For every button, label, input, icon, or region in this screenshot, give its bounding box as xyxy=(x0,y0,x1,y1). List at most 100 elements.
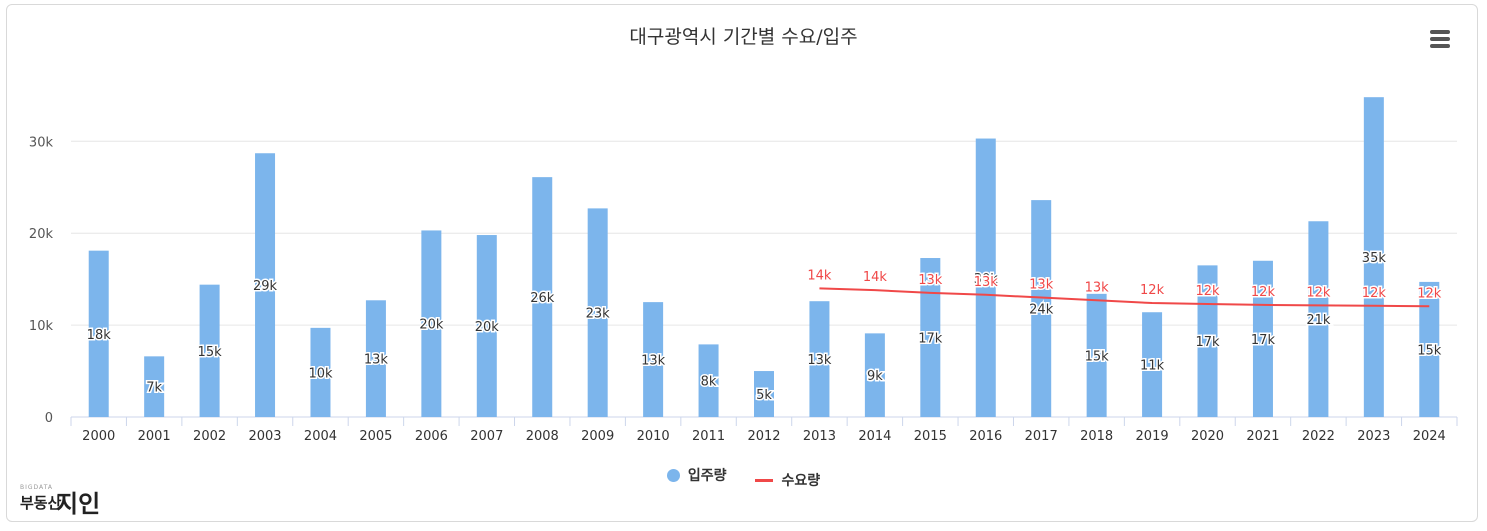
bar xyxy=(199,284,220,417)
line-data-label: 12k xyxy=(1362,286,1387,301)
x-tick-label: 2008 xyxy=(526,429,559,444)
legend: 입주량 수요량 xyxy=(0,465,1487,490)
hamburger-menu-icon[interactable] xyxy=(1430,30,1456,52)
legend-line-icon xyxy=(755,478,774,482)
bar xyxy=(1086,293,1107,417)
legend-label: 입주량 xyxy=(687,468,727,484)
line-data-label: 13k xyxy=(1029,278,1054,293)
x-tick-label: 2019 xyxy=(1136,429,1169,444)
bar-data-label: 15k xyxy=(198,345,223,360)
bar xyxy=(365,300,386,417)
bar xyxy=(255,153,276,417)
bar-data-label: 13k xyxy=(364,353,389,368)
bar-data-label: 15k xyxy=(1417,343,1442,358)
legend-circle-icon xyxy=(666,468,680,482)
x-tick-label: 2009 xyxy=(581,429,614,444)
bar xyxy=(421,230,442,417)
bar-data-label: 13k xyxy=(807,353,832,368)
x-tick-label: 2014 xyxy=(858,429,891,444)
line-data-label: 14k xyxy=(807,268,832,283)
x-tick-label: 2000 xyxy=(82,429,115,444)
chart-container xyxy=(6,4,1478,522)
x-tick-label: 2022 xyxy=(1302,429,1335,444)
bar-data-label: 30k xyxy=(974,272,999,287)
x-tick-label: 2024 xyxy=(1413,429,1446,444)
bar-data-label: 17k xyxy=(1195,335,1220,350)
bar-data-label: 11k xyxy=(1140,359,1165,374)
x-tick-label: 2003 xyxy=(248,429,281,444)
bar xyxy=(144,356,165,417)
x-tick-label: 2002 xyxy=(193,429,226,444)
bar-data-label: 24k xyxy=(1029,303,1054,318)
bar xyxy=(1142,312,1163,417)
bar-data-label: 8k xyxy=(701,375,717,390)
y-tick-label: 0 xyxy=(45,411,53,426)
bar xyxy=(920,258,941,417)
bar xyxy=(1308,221,1329,417)
bar-data-label: 18k xyxy=(87,328,112,343)
y-tick-label: 20k xyxy=(29,227,54,242)
bar-data-label: 20k xyxy=(419,318,444,333)
x-tick-label: 2001 xyxy=(138,429,171,444)
line-data-label: 14k xyxy=(863,270,888,285)
bar-data-label: 17k xyxy=(1251,333,1276,348)
bar-data-label: 15k xyxy=(1085,349,1110,364)
x-tick-label: 2021 xyxy=(1246,429,1279,444)
bar xyxy=(88,250,109,417)
bar-data-label: 29k xyxy=(253,279,278,294)
bar-data-label: 17k xyxy=(918,332,943,347)
line-data-label: 12k xyxy=(1140,283,1165,298)
bar xyxy=(809,301,830,417)
line-data-label: 12k xyxy=(1195,284,1220,299)
bar-data-label: 9k xyxy=(867,369,883,384)
logo-small-text: BIGDATA xyxy=(20,484,53,491)
bar xyxy=(643,302,664,417)
x-tick-label: 2015 xyxy=(914,429,947,444)
x-tick-label: 2013 xyxy=(803,429,836,444)
bar-data-label: 13k xyxy=(641,354,666,369)
bar xyxy=(587,208,608,417)
x-tick-label: 2006 xyxy=(415,429,448,444)
x-tick-label: 2011 xyxy=(692,429,725,444)
bar xyxy=(1363,97,1384,418)
x-tick-label: 2005 xyxy=(359,429,392,444)
bar-data-label: 10k xyxy=(308,366,333,381)
bar xyxy=(1419,281,1440,417)
line-data-label: 13k xyxy=(918,273,943,288)
x-tick-label: 2018 xyxy=(1080,429,1113,444)
x-tick-label: 2017 xyxy=(1025,429,1058,444)
bar xyxy=(1031,200,1052,417)
line-data-label: 12k xyxy=(1251,285,1276,300)
legend-item-수요량[interactable]: 수요량 xyxy=(755,470,820,490)
bar xyxy=(476,235,497,417)
chart-title: 대구광역시 기간별 수요/입주 xyxy=(629,26,858,48)
bar-data-label: 20k xyxy=(475,320,500,335)
line-data-label: 12k xyxy=(1306,285,1331,300)
bar xyxy=(698,344,719,417)
x-tick-label: 2004 xyxy=(304,429,337,444)
x-tick-label: 2007 xyxy=(470,429,503,444)
bar xyxy=(864,333,885,417)
logo-text-1: 부동산 xyxy=(20,494,62,512)
bar-data-label: 21k xyxy=(1306,313,1331,328)
y-tick-label: 10k xyxy=(29,319,54,334)
bar-data-label: 5k xyxy=(756,388,772,403)
bar xyxy=(754,371,774,417)
x-tick-label: 2012 xyxy=(747,429,780,444)
bar-data-label: 26k xyxy=(530,291,555,306)
bar xyxy=(975,138,996,417)
line-data-label: 13k xyxy=(1085,280,1110,295)
legend-item-입주량[interactable]: 입주량 xyxy=(666,465,727,485)
bar-data-label: 7k xyxy=(146,381,162,396)
line-series xyxy=(819,287,1430,308)
x-tick-label: 2010 xyxy=(637,429,670,444)
bar xyxy=(532,177,553,417)
x-tick-label: 2016 xyxy=(969,429,1002,444)
logo-text-2: 지인 xyxy=(56,490,101,518)
line-data-label: 12k xyxy=(1417,286,1442,301)
bar-data-label: 23k xyxy=(586,307,611,322)
bar xyxy=(1252,260,1273,417)
y-tick-label: 30k xyxy=(29,135,54,150)
line-data-label: 13k xyxy=(974,275,999,290)
